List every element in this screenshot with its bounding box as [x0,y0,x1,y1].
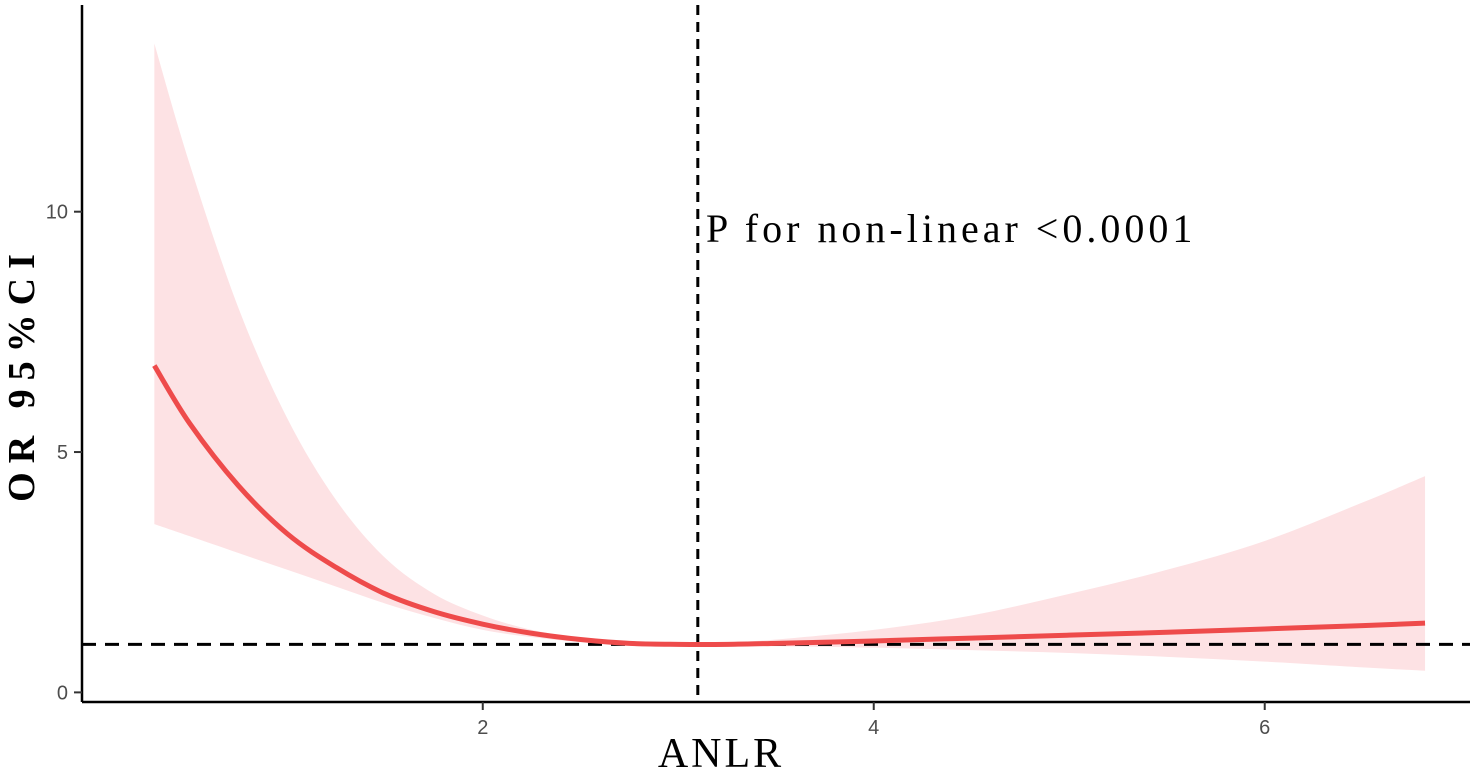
confidence-band [154,43,1426,671]
x-tick-label: 6 [1259,717,1270,739]
annotation-text: P for non-linear <0.0001 [706,206,1196,251]
or-curve [152,364,1426,647]
y-tick-label: 10 [46,202,68,224]
plot-area [82,5,1470,702]
x-tick-label: 4 [868,717,879,739]
axes: 2 4 6 0 5 10 [46,5,1470,739]
y-tick-label: 5 [57,442,68,464]
x-axis-title: ANLR [658,731,784,775]
y-tick-label: 0 [57,682,68,704]
y-axis-title: OR 95%CI [1,245,43,502]
x-tick-label: 2 [477,717,488,739]
